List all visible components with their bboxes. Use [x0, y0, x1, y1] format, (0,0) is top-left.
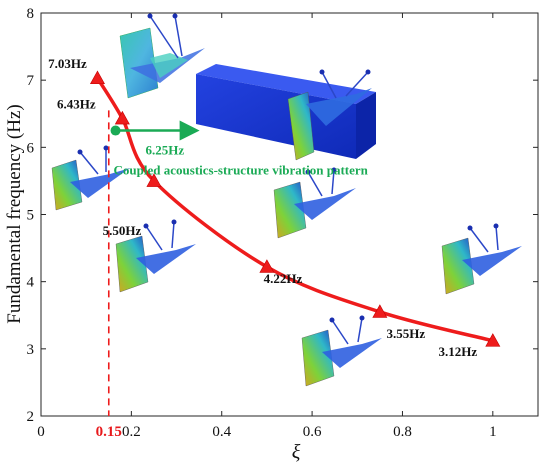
y-tick-label: 3 [27, 342, 35, 358]
data-point-marker [259, 259, 275, 273]
data-point-label: 7.03Hz [48, 56, 87, 71]
annotation-text: Coupled acoustics-structure vibration pa… [114, 163, 369, 178]
coupled-frequency-label: 6.25Hz [146, 143, 185, 158]
data-point-label: 6.43Hz [57, 96, 96, 111]
data-point-label: 3.55Hz [387, 326, 426, 341]
y-tick-label: 4 [27, 275, 35, 291]
y-tick-label: 2 [27, 409, 35, 425]
x-axis: 0 0.2 0.4 0.6 0.8 1 [37, 13, 497, 440]
x-tick-label: 0.8 [393, 424, 412, 440]
x-tick-label: 0.2 [122, 424, 141, 440]
x-tick-label: 0.6 [303, 424, 322, 440]
data-point-marker [89, 70, 105, 85]
y-axis-label: Fundamental frequency (Hz) [4, 104, 25, 323]
mode-shape-illustration [51, 13, 522, 387]
y-tick-label: 6 [27, 140, 35, 156]
data-point-marker [146, 173, 162, 187]
x-tick-label: 0 [37, 424, 45, 440]
y-axis: 2 3 4 5 6 7 8 [27, 6, 538, 425]
y-tick-label: 8 [27, 6, 35, 22]
data-point-label: 5.50Hz [103, 223, 142, 238]
y-tick-label: 5 [27, 208, 35, 224]
data-point-marker [114, 110, 130, 125]
data-point-label: 3.12Hz [438, 344, 477, 359]
x-axis-label: ξ [292, 441, 301, 463]
y-tick-label: 7 [27, 73, 35, 89]
threshold-label: 0.15 [96, 424, 122, 440]
x-tick-label: 0.4 [212, 424, 231, 440]
data-point-marker [372, 304, 388, 318]
data-point-marker [485, 333, 501, 347]
data-point-label: 4.22Hz [264, 271, 303, 286]
x-tick-label: 1 [489, 424, 497, 440]
